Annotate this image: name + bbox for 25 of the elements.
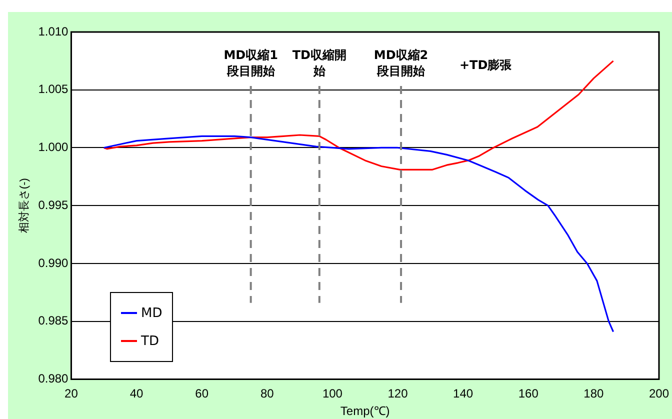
x-tick-label: 40: [130, 386, 144, 401]
x-tick-label: 200: [648, 386, 670, 401]
y-tick-label: 1.010: [38, 24, 69, 38]
y-tick-label: 0.995: [38, 198, 69, 212]
ref-line-label: MD収縮1段目開始: [224, 48, 278, 78]
x-tick-label: 140: [453, 386, 474, 401]
legend-label: TD: [141, 334, 159, 348]
x-tick-label: 180: [584, 386, 604, 401]
x-tick-label: 80: [260, 386, 274, 401]
x-axis-title: Temp(℃): [340, 404, 390, 418]
ref-line-label: TD収縮開始: [292, 48, 346, 78]
x-tick-label: 100: [322, 386, 343, 401]
x-tick-label: 20: [64, 386, 78, 401]
annotation: +TD膨張: [460, 58, 513, 72]
x-tick-label: 60: [195, 386, 209, 401]
x-tick-label: 120: [388, 386, 408, 401]
y-tick-label: 1.000: [38, 140, 69, 154]
y-axis-title: 相対長さ(-): [18, 178, 31, 234]
x-tick-label: 160: [518, 386, 539, 401]
y-tick-label: 0.985: [38, 314, 69, 328]
ref-line-label: MD収縮2段目開始: [374, 48, 428, 78]
y-tick-label: 1.005: [38, 82, 69, 96]
y-tick-label: 0.990: [38, 256, 69, 270]
y-tick-label: 0.980: [38, 372, 69, 386]
legend-label: MD: [141, 306, 162, 320]
